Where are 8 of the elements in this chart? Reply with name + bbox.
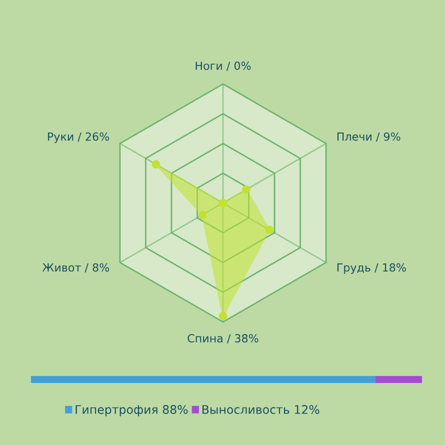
spoke-label: Спина / 38% xyxy=(188,334,258,344)
legend-label: Гипертрофия 88% xyxy=(76,405,188,416)
spoke-label: Грудь / 18% xyxy=(337,263,406,274)
spoke-label: Ноги / 0% xyxy=(196,62,251,71)
spoke-label: Руки / 26% xyxy=(48,132,110,143)
legend-label: Выносливость 12% xyxy=(202,405,320,414)
spoke-label: Плечи / 9% xyxy=(337,132,400,142)
spoke-label: Живот / 8% xyxy=(42,263,110,273)
